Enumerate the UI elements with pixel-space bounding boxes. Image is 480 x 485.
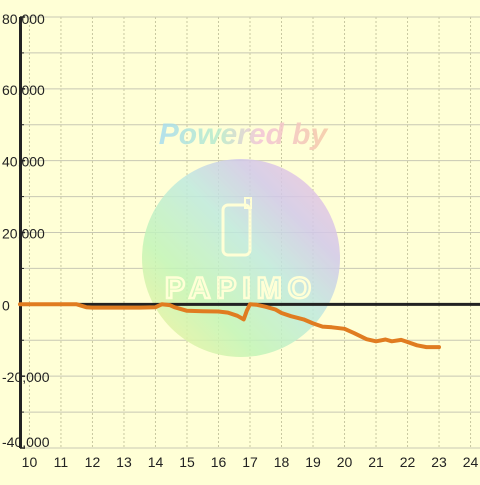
watermark-brand-text: PAPIMO [165, 272, 317, 305]
watermark-phone-antenna [244, 197, 252, 209]
y-tick-label: -20,000 [2, 369, 50, 385]
x-tick-label: 17 [242, 454, 258, 470]
series-line [18, 302, 441, 350]
x-tick-label: 21 [368, 454, 384, 470]
y-tick-label: 80,000 [2, 11, 45, 27]
y-tick-label: 60,000 [2, 82, 45, 98]
x-tick-label: 22 [400, 454, 416, 470]
y-tick-label: 0 [2, 297, 10, 313]
y-tick-label: 40,000 [2, 154, 45, 170]
x-tick-label: 18 [274, 454, 290, 470]
y-tick-label: -40,000 [2, 434, 50, 450]
x-tick-label: 10 [22, 454, 38, 470]
watermark: Powered by PAPIMO [142, 118, 340, 357]
x-tick-label: 19 [305, 454, 321, 470]
x-tick-label: 15 [179, 454, 195, 470]
x-tick-label: 20 [337, 454, 353, 470]
watermark-powered-by-text: Powered by [159, 118, 329, 151]
x-tick-label: 16 [211, 454, 227, 470]
x-tick-label: 12 [85, 454, 101, 470]
x-tick-label: 11 [54, 454, 69, 470]
x-tick-label: 14 [148, 454, 164, 470]
watermark-phone-icon [221, 203, 252, 257]
x-tick-label: 24 [463, 454, 479, 470]
y-axis-ticks: 80,000 60,000 40,000 20,000 0 -20,000 -40,000 [2, 11, 50, 450]
x-tick-label: 23 [431, 454, 447, 470]
y-tick-label: 20,000 [2, 226, 45, 242]
x-axis-ticks: 10 11 12 13 14 15 16 17 18 19 20 21 22 23 24 [22, 454, 479, 470]
watermark-orb [142, 159, 340, 357]
x-tick-label: 13 [116, 454, 132, 470]
